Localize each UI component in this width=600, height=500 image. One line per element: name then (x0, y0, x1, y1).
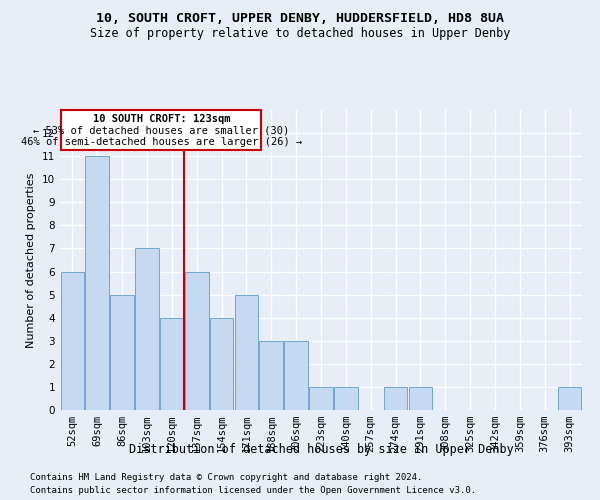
Bar (85, 156, 109, 410)
Bar (135, 248, 159, 410)
Bar (185, 272, 209, 410)
Bar (384, 387, 407, 410)
Text: Distribution of detached houses by size in Upper Denby: Distribution of detached houses by size … (128, 442, 514, 456)
Text: 46% of semi-detached houses are larger (26) →: 46% of semi-detached houses are larger (… (20, 138, 302, 147)
Text: ← 53% of detached houses are smaller (30): ← 53% of detached houses are smaller (30… (33, 126, 289, 136)
Y-axis label: Number of detached properties: Number of detached properties (26, 172, 37, 348)
Bar (309, 387, 333, 410)
Bar (61, 272, 84, 410)
Text: 10 SOUTH CROFT: 123sqm: 10 SOUTH CROFT: 123sqm (92, 114, 230, 124)
FancyBboxPatch shape (61, 110, 262, 150)
Bar (284, 341, 308, 410)
Bar (110, 294, 134, 410)
Bar (558, 387, 581, 410)
Text: Contains public sector information licensed under the Open Government Licence v3: Contains public sector information licen… (30, 486, 476, 495)
Bar (235, 294, 258, 410)
Text: 10, SOUTH CROFT, UPPER DENBY, HUDDERSFIELD, HD8 8UA: 10, SOUTH CROFT, UPPER DENBY, HUDDERSFIE… (96, 12, 504, 26)
Bar (259, 341, 283, 410)
Bar (334, 387, 358, 410)
Bar (160, 318, 184, 410)
Bar (409, 387, 432, 410)
Text: Size of property relative to detached houses in Upper Denby: Size of property relative to detached ho… (90, 28, 510, 40)
Bar (210, 318, 233, 410)
Text: Contains HM Land Registry data © Crown copyright and database right 2024.: Contains HM Land Registry data © Crown c… (30, 472, 422, 482)
